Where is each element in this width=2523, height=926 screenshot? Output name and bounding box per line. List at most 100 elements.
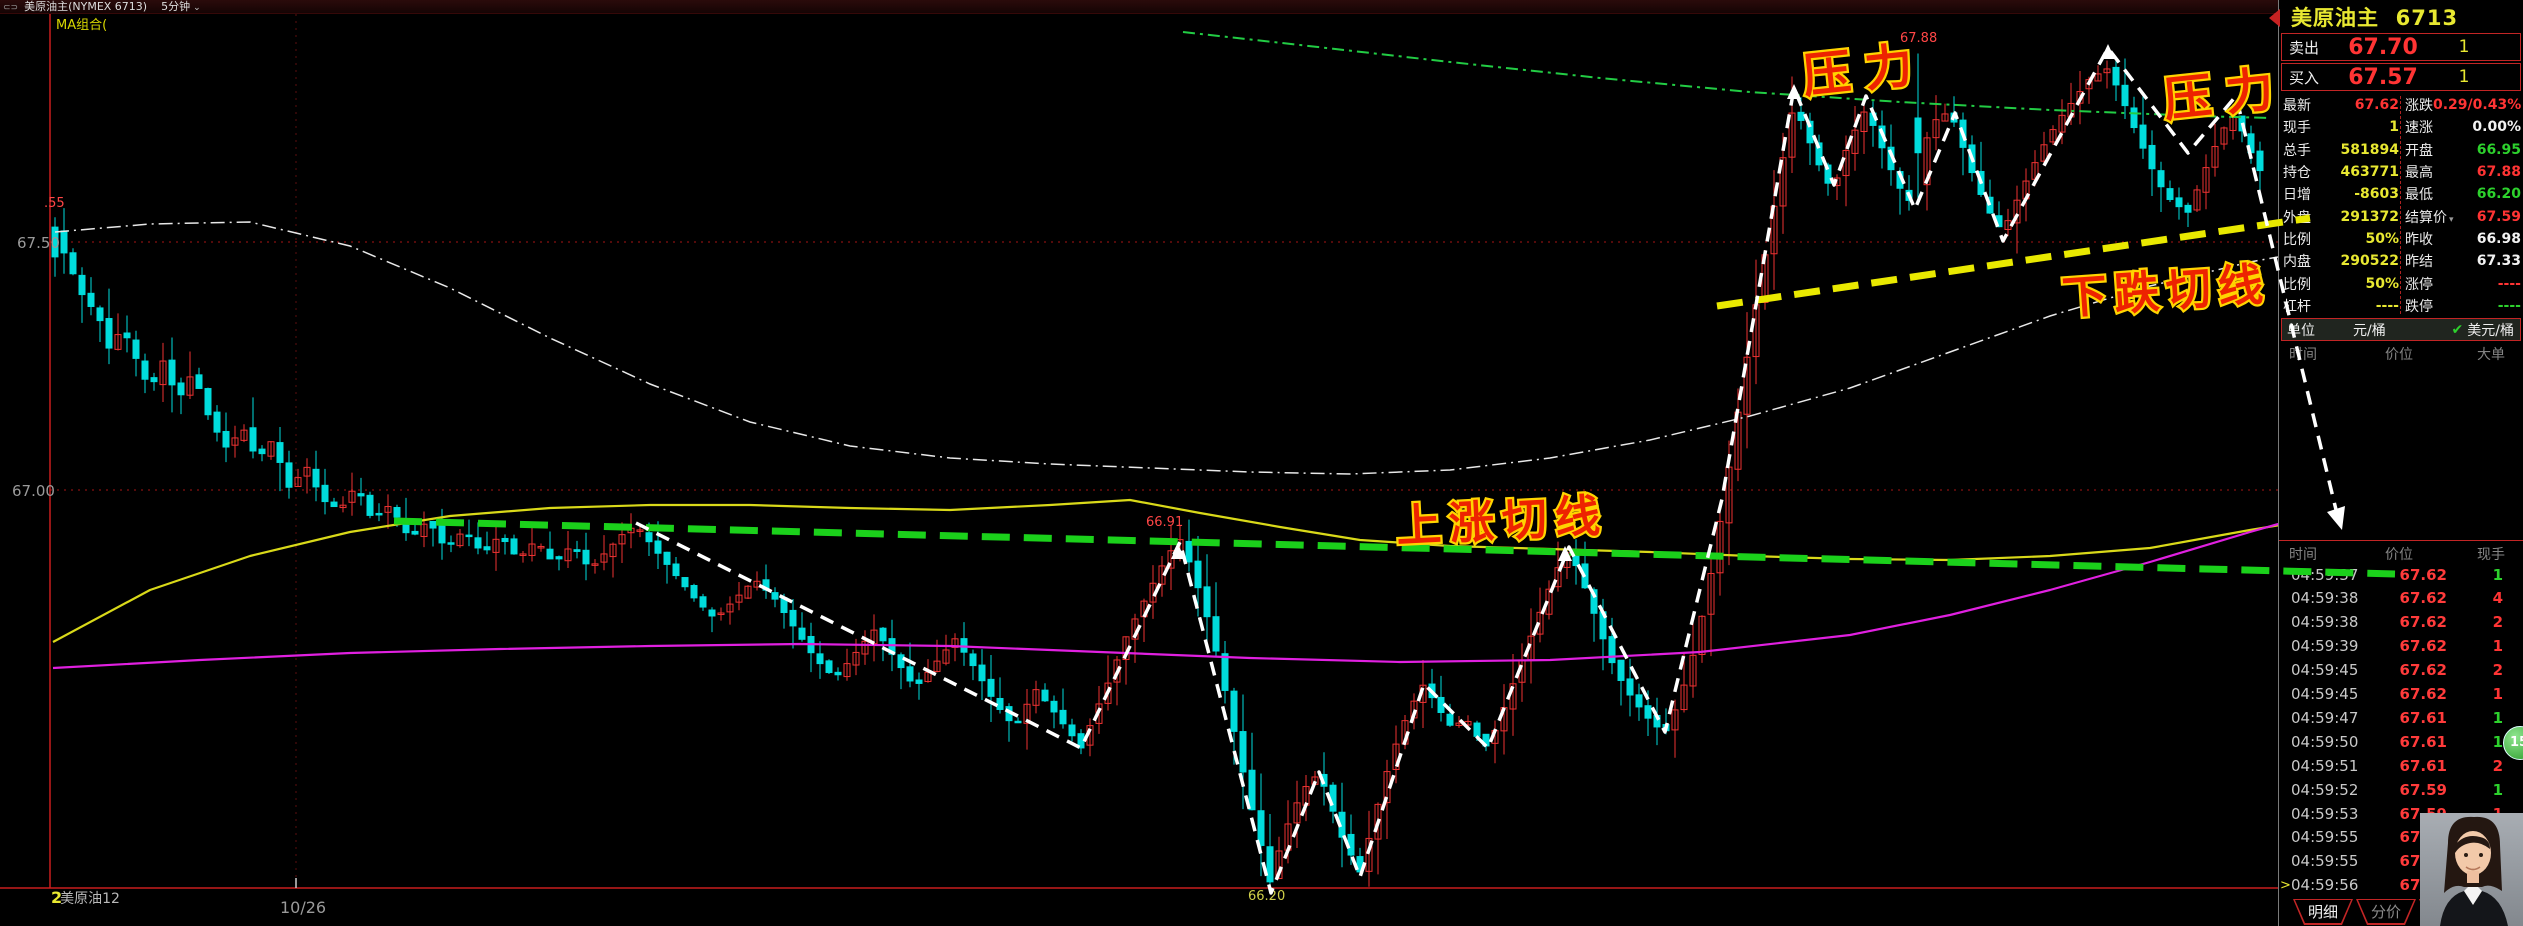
stat-label: 比例 bbox=[2283, 276, 2311, 293]
quote-code: 6713 bbox=[2395, 6, 2459, 30]
trade-qty: 2 bbox=[2492, 756, 2503, 775]
trade-row: 04:59:39 67.62 1 bbox=[2279, 635, 2523, 658]
stat-label: 结算价 ▾ bbox=[2405, 209, 2454, 226]
trade-qty: 4 bbox=[2492, 589, 2503, 608]
col-time: 时间 bbox=[2289, 347, 2317, 363]
stat-label: 比例 bbox=[2283, 231, 2311, 248]
stat-right-row: 开盘 66.95 bbox=[2405, 139, 2521, 161]
bid-label: 买入 bbox=[2289, 68, 2320, 87]
bid-qty: 1 bbox=[2458, 67, 2470, 87]
stat-left-row: 杠杆 ---- bbox=[2283, 295, 2399, 317]
check-icon: ✔ bbox=[2451, 321, 2464, 338]
stat-label: 跌停 bbox=[2405, 298, 2433, 315]
price-axis-label-6750: 67.50 bbox=[17, 234, 60, 252]
stat-left-row: 总手 581894 bbox=[2283, 139, 2399, 161]
bid-box[interactable]: 买入 67.57 1 bbox=[2281, 63, 2521, 91]
stat-label: 总手 bbox=[2283, 142, 2311, 159]
ask-box[interactable]: 卖出 67.70 1 bbox=[2281, 33, 2521, 61]
trade-time: 04:59:56 bbox=[2291, 876, 2359, 895]
stat-label: 内盘 bbox=[2283, 254, 2311, 271]
stat-value: 1 bbox=[2389, 119, 2399, 136]
chevron-down-icon[interactable]: ▾ bbox=[2449, 214, 2454, 225]
tab-分价[interactable]: 分价 bbox=[2356, 899, 2416, 925]
trade-time: 04:59:55 bbox=[2291, 828, 2359, 847]
link-icon: ⊂⊃ bbox=[3, 3, 19, 13]
col-price: 价位 bbox=[2385, 547, 2413, 563]
bid-price: 67.57 bbox=[2348, 64, 2418, 90]
stat-label: 涨跌 bbox=[2405, 98, 2433, 115]
quote-symbol: 美原油主 bbox=[2291, 6, 2379, 30]
quote-title: 美原油主 6713 bbox=[2291, 2, 2458, 32]
trade-price: 67.61 bbox=[2399, 756, 2447, 775]
trade-row: 04:59:45 67.62 1 bbox=[2279, 683, 2523, 706]
stat-value: 67.33 bbox=[2476, 253, 2521, 270]
chart-title: 美原油主(NYMEX 6713) bbox=[24, 0, 148, 13]
stat-label: 速涨 bbox=[2405, 120, 2433, 137]
stat-label: 涨停 bbox=[2405, 276, 2433, 293]
trade-time: 04:59:38 bbox=[2291, 589, 2359, 608]
stats-divider bbox=[2400, 96, 2401, 314]
stat-left-row: 外盘 291372 bbox=[2283, 205, 2399, 227]
trade-qty: 1 bbox=[2492, 708, 2503, 727]
trade-time: 04:59:55 bbox=[2291, 852, 2359, 871]
col-price: 价位 bbox=[2385, 347, 2413, 363]
stat-label: 最高 bbox=[2405, 165, 2433, 182]
stats-col-right: 涨跌 0.29/0.43% 速涨 0.00% 开盘 66.95 最高 67.88 最低 66.20… bbox=[2405, 94, 2521, 317]
trade-time: 04:59:47 bbox=[2291, 708, 2359, 727]
ask-qty: 1 bbox=[2458, 37, 2470, 57]
ma-legend: MA组合( bbox=[56, 18, 108, 33]
stat-value: 66.98 bbox=[2476, 230, 2521, 247]
stat-right-row: 最低 66.20 bbox=[2405, 183, 2521, 205]
stat-value: 67.88 bbox=[2476, 164, 2521, 181]
ask-label: 卖出 bbox=[2289, 38, 2320, 57]
trade-time: 04:59:50 bbox=[2291, 732, 2359, 751]
stat-left-row: 内盘 290522 bbox=[2283, 250, 2399, 272]
trade-qty: 2 bbox=[2492, 613, 2503, 632]
ask-price: 67.70 bbox=[2348, 34, 2418, 60]
contract-name: 美原油12 bbox=[60, 891, 120, 907]
price-axis-label-6700: 67.00 bbox=[12, 482, 55, 500]
trade-price: 67.62 bbox=[2399, 565, 2447, 584]
stat-left-row: 比例 50% bbox=[2283, 272, 2399, 294]
tab-label: 分价 bbox=[2358, 900, 2414, 923]
stat-value: 581894 bbox=[2340, 141, 2399, 158]
title-bar: ⊂⊃ 美原油主(NYMEX 6713) 5分钟 ⌄ bbox=[0, 0, 2523, 13]
stat-label: 昨结 bbox=[2405, 254, 2433, 271]
trade-time: 04:59:45 bbox=[2291, 661, 2359, 680]
unit-option-cny[interactable]: 元/桶 bbox=[2353, 322, 2386, 339]
stat-value: 66.20 bbox=[2476, 186, 2521, 203]
unit-toggle[interactable]: 单位 元/桶 ✔ 美元/桶 bbox=[2281, 318, 2521, 341]
stat-right-row: 昨收 66.98 bbox=[2405, 228, 2521, 250]
trade-qty: 1 bbox=[2492, 565, 2503, 584]
trade-row: 04:59:50 67.61 1 bbox=[2279, 730, 2523, 753]
trade-price: 67.61 bbox=[2399, 732, 2447, 751]
unit-label: 单位 bbox=[2287, 322, 2315, 339]
stat-value: 463771 bbox=[2340, 164, 2399, 181]
trade-time: 04:59:51 bbox=[2291, 756, 2359, 775]
stat-label: 日增 bbox=[2283, 187, 2311, 204]
trade-time: 04:59:38 bbox=[2291, 613, 2359, 632]
swing-price-label: 66.91 bbox=[1146, 515, 1184, 530]
stat-value: 291372 bbox=[2340, 208, 2399, 225]
trade-row: 04:59:47 67.61 1 bbox=[2279, 706, 2523, 729]
trade-time: 04:59:37 bbox=[2291, 565, 2359, 584]
indicator-count: 2 bbox=[51, 888, 63, 907]
stat-label: 开盘 bbox=[2405, 142, 2433, 159]
stat-value: 67.59 bbox=[2476, 208, 2521, 225]
stat-left-row: 现手 1 bbox=[2283, 116, 2399, 138]
tab-明细[interactable]: 明细 bbox=[2293, 899, 2353, 925]
unit-option-usd[interactable]: 美元/桶 bbox=[2467, 322, 2514, 339]
period-selector[interactable]: 5分钟 bbox=[161, 0, 191, 13]
trade-row: 04:59:37 67.62 1 bbox=[2279, 563, 2523, 586]
notification-badge[interactable]: 15 bbox=[2503, 726, 2523, 760]
chevron-down-icon[interactable]: ⌄ bbox=[193, 3, 201, 13]
trade-price: 67.62 bbox=[2399, 637, 2447, 656]
stat-value: ---- bbox=[2497, 275, 2521, 292]
date-axis-label: 10/26 bbox=[280, 898, 327, 917]
trade-list-header: 时间 价位 现手 bbox=[2279, 544, 2523, 564]
stat-value: 66.95 bbox=[2476, 141, 2521, 158]
trade-price: 67.62 bbox=[2399, 613, 2447, 632]
stat-right-row: 涨停 ---- bbox=[2405, 272, 2521, 294]
